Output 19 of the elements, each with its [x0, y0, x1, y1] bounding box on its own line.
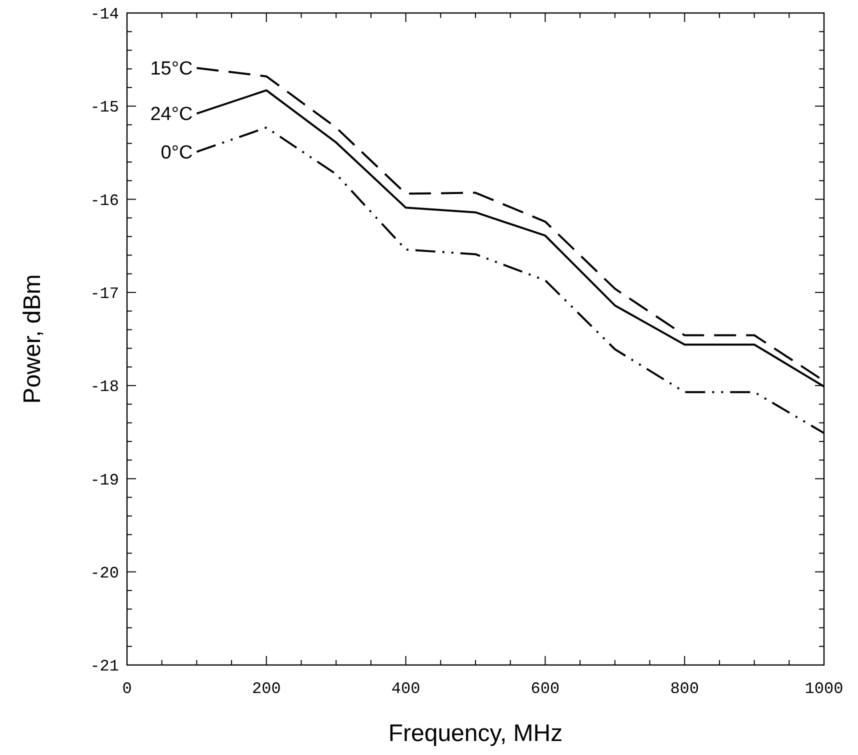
x-tick-label: 1000	[804, 680, 844, 698]
series-label: 24°C	[150, 104, 193, 126]
series-label: 0°C	[160, 142, 193, 164]
y-tick-label: -15	[90, 98, 119, 117]
y-axis-title: Power, dBm	[19, 274, 46, 404]
y-tick-label: -18	[90, 378, 119, 396]
series-label: 15°C	[150, 58, 193, 80]
y-tick-label: -17	[90, 285, 119, 304]
x-tick-label: 400	[391, 680, 420, 698]
y-tick-label: -16	[90, 192, 119, 210]
x-tick-label: 200	[252, 680, 281, 698]
y-tick-label: -14	[90, 6, 119, 24]
y-tick-label: -19	[90, 471, 119, 490]
y-tick-label: -20	[90, 564, 119, 582]
x-tick-label: 800	[670, 680, 700, 698]
x-tick-label: 0	[122, 680, 132, 698]
x-axis-title: Frequency, MHz	[388, 720, 563, 747]
x-tick-label: 600	[530, 680, 560, 698]
y-tick-label: -21	[90, 658, 119, 676]
